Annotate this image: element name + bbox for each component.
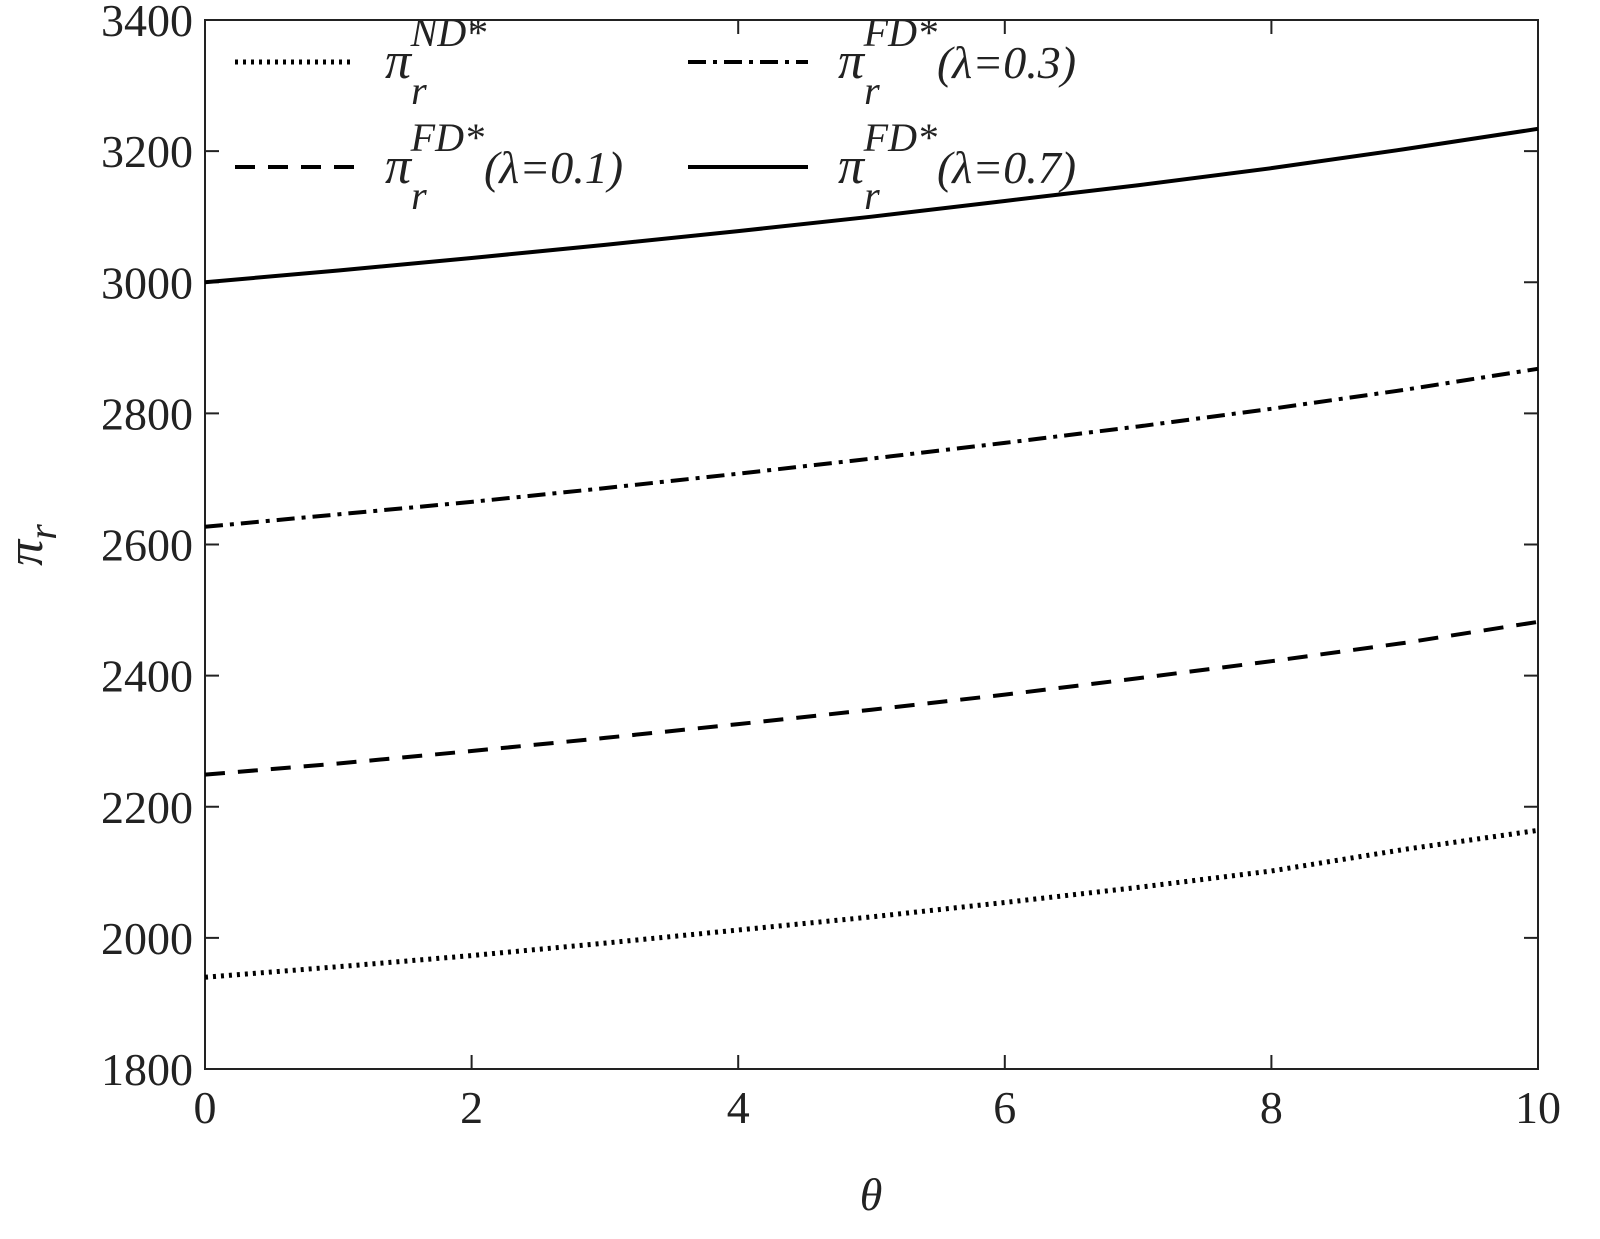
legend-suffix: (λ=0.7) bbox=[937, 142, 1076, 193]
series-line bbox=[204, 126, 1539, 285]
y-tick-label: 2600 bbox=[101, 520, 193, 571]
legend-label: πr FD*(λ=0.3) bbox=[838, 10, 1076, 113]
y-tick-label: 3000 bbox=[101, 257, 193, 308]
legend-label: πr ND* bbox=[385, 10, 486, 113]
legend-sub: r bbox=[411, 173, 427, 218]
legend-base: π bbox=[838, 138, 866, 195]
x-tick-label: 8 bbox=[1260, 1082, 1283, 1133]
y-tick-label: 3200 bbox=[101, 126, 193, 177]
legend-base: π bbox=[838, 33, 866, 90]
x-tick-label: 10 bbox=[1515, 1082, 1561, 1133]
y-axis-label-base: π bbox=[0, 538, 54, 566]
y-tick-label: 2000 bbox=[101, 913, 193, 964]
series-line bbox=[204, 827, 1539, 980]
legend-suffix: (λ=0.3) bbox=[937, 37, 1076, 88]
series-line bbox=[204, 619, 1539, 777]
legend-sub: r bbox=[864, 173, 880, 218]
legend-label: πr FD*(λ=0.7) bbox=[838, 115, 1076, 218]
legend-base: π bbox=[385, 33, 413, 90]
x-tick-label: 4 bbox=[727, 1082, 750, 1133]
series-line bbox=[204, 366, 1539, 529]
y-tick-label: 3400 bbox=[101, 0, 193, 46]
y-tick-label: 2200 bbox=[101, 782, 193, 833]
x-axis-label: θ bbox=[860, 1169, 883, 1220]
legend-sub: r bbox=[864, 68, 880, 113]
legend-sup: FD* bbox=[863, 10, 937, 55]
x-tick-label: 0 bbox=[194, 1082, 217, 1133]
y-tick-label: 2800 bbox=[101, 388, 193, 439]
legend-suffix: (λ=0.1) bbox=[484, 142, 623, 193]
legend-base: π bbox=[385, 138, 413, 195]
x-tick-label: 2 bbox=[460, 1082, 483, 1133]
legend-sup: FD* bbox=[410, 115, 484, 160]
legend-sup: FD* bbox=[863, 115, 937, 160]
y-tick-label: 1800 bbox=[101, 1044, 193, 1095]
y-axis-label: πr bbox=[0, 524, 65, 566]
y-axis-label-sub: r bbox=[20, 524, 65, 540]
y-tick-label: 2400 bbox=[101, 651, 193, 702]
legend-sup: ND* bbox=[410, 10, 487, 55]
legend-sub: r bbox=[411, 68, 427, 113]
x-tick-label: 6 bbox=[993, 1082, 1016, 1133]
legend-label: πr FD*(λ=0.1) bbox=[385, 115, 623, 218]
